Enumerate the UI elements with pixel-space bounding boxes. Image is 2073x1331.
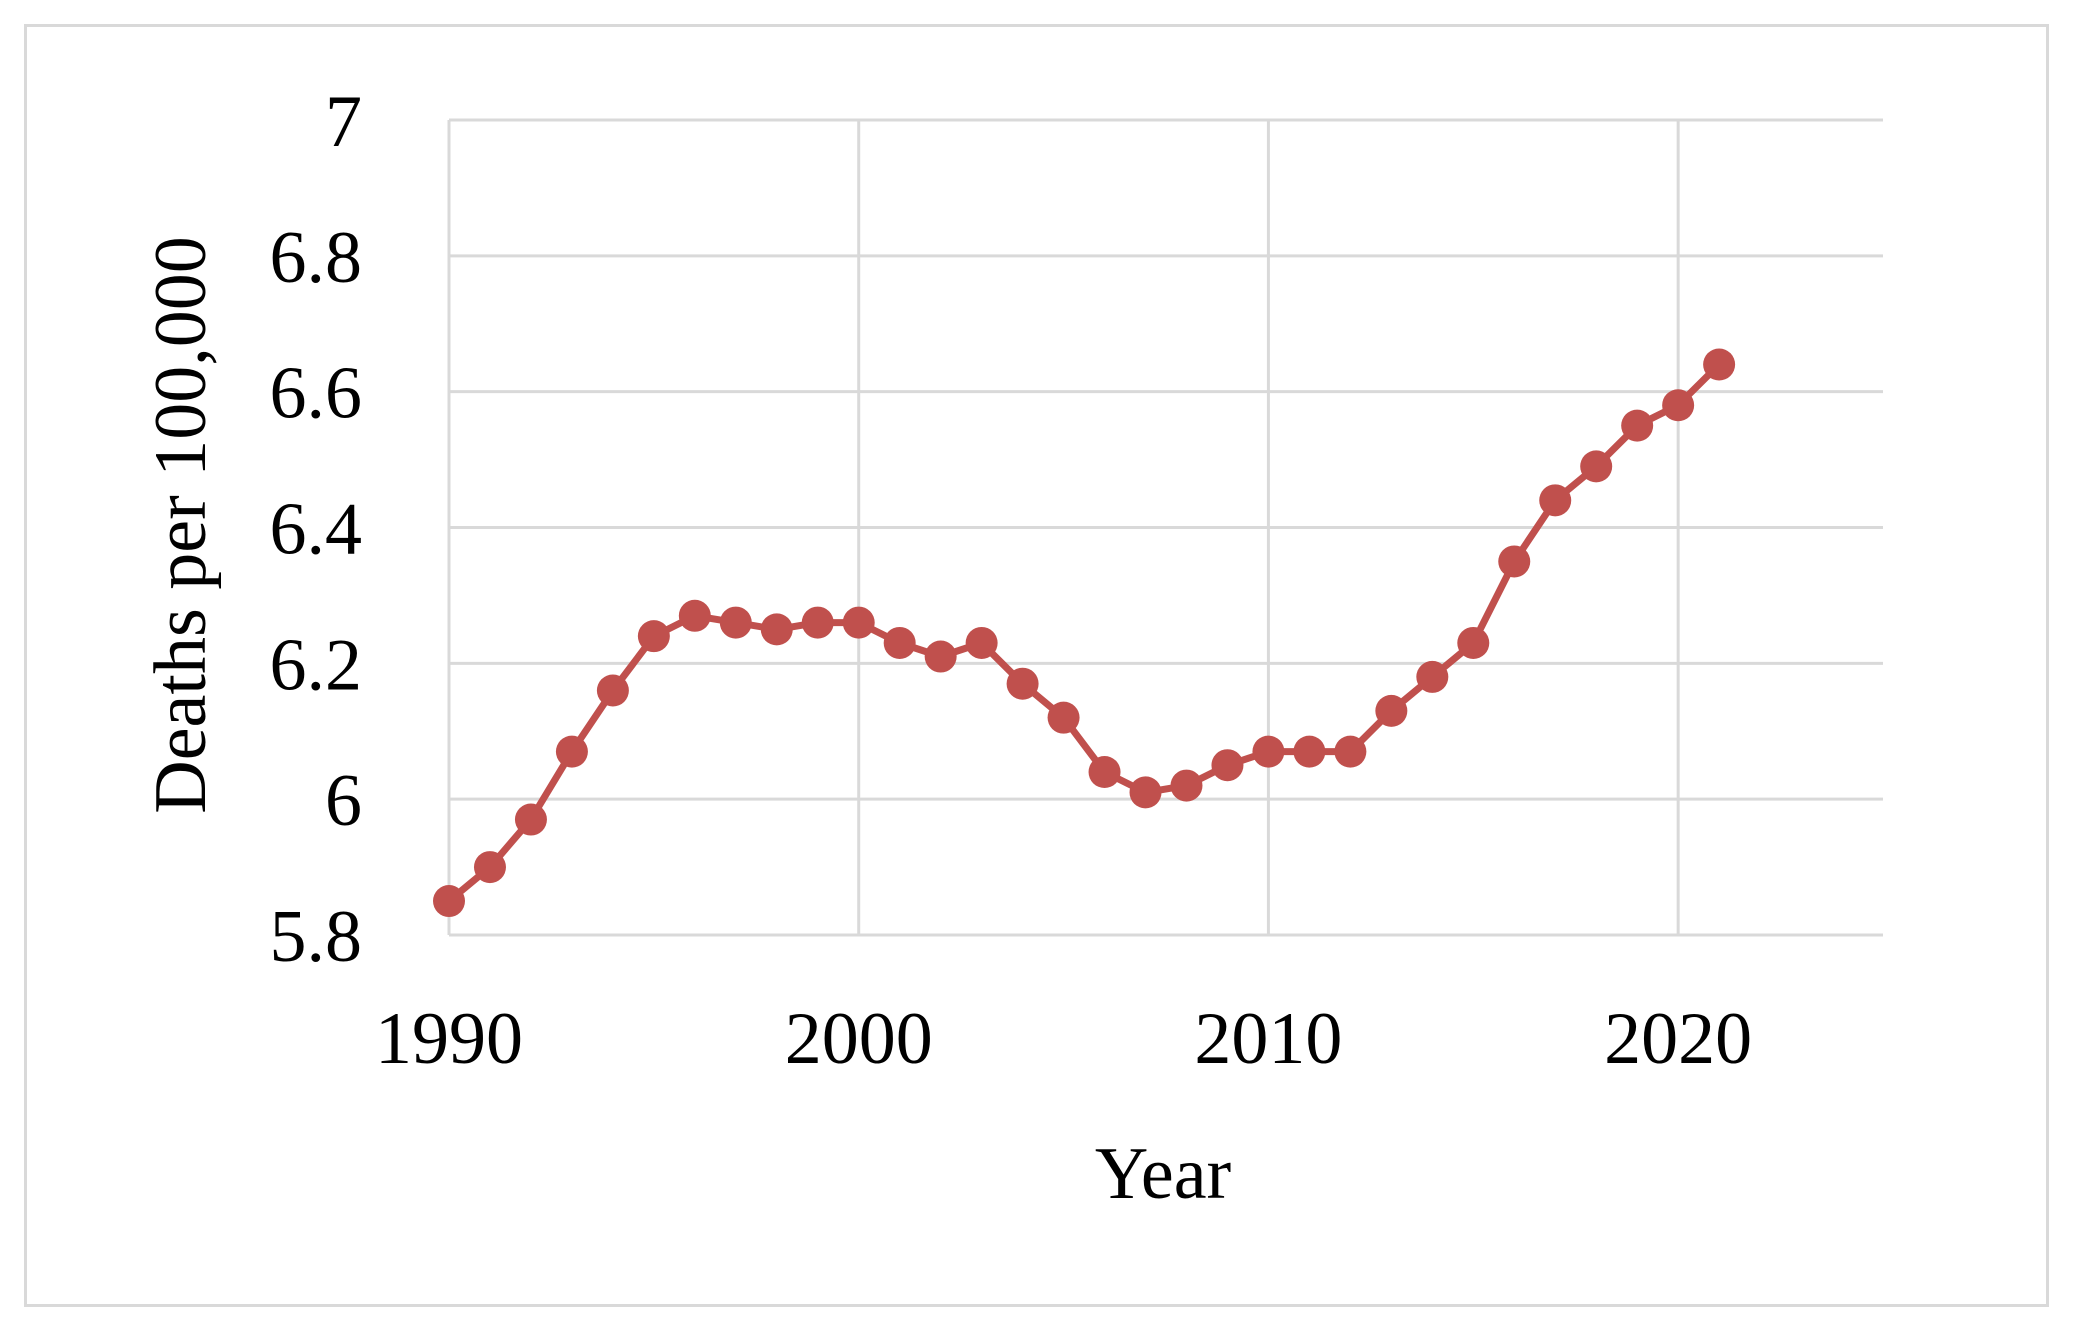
data-point <box>760 613 793 646</box>
data-point <box>433 885 465 918</box>
series-points <box>433 348 1736 918</box>
x-axis-tick-labels: 1990 2000 2010 2020 <box>375 998 1752 1080</box>
data-point <box>555 735 588 768</box>
data-point <box>1416 660 1449 693</box>
y-tick-label: 6.8 <box>270 217 363 299</box>
data-point <box>1252 735 1285 768</box>
x-tick-label: 2020 <box>1604 998 1752 1080</box>
y-tick-label: 5.8 <box>270 896 363 978</box>
data-point <box>924 640 957 673</box>
data-point <box>1457 626 1490 659</box>
data-point <box>1498 545 1531 578</box>
data-point <box>1211 749 1244 782</box>
data-point <box>1047 701 1080 734</box>
y-tick-label: 6.2 <box>270 624 363 706</box>
data-point <box>596 674 629 707</box>
data-point <box>1539 484 1572 517</box>
data-point <box>1129 776 1162 809</box>
data-point <box>1375 694 1408 727</box>
data-point <box>1293 735 1326 768</box>
y-tick-label: 7 <box>325 81 362 163</box>
data-point <box>637 620 670 653</box>
data-point <box>473 851 506 884</box>
y-tick-label: 6.6 <box>270 353 363 435</box>
data-point <box>719 606 752 639</box>
chart-frame <box>24 24 2049 1307</box>
y-tick-label: 6 <box>325 760 362 842</box>
x-tick-label: 2000 <box>785 998 933 1080</box>
data-point <box>842 606 875 639</box>
data-point <box>1334 735 1367 768</box>
y-tick-label: 6.4 <box>270 489 363 571</box>
data-point <box>514 803 547 836</box>
data-point <box>678 599 711 632</box>
x-tick-label: 2010 <box>1194 998 1342 1080</box>
data-point <box>1662 389 1695 422</box>
gridlines <box>447 118 1883 937</box>
data-point <box>1170 769 1203 802</box>
y-axis-title: Deaths per 100,000 <box>140 236 222 813</box>
x-tick-label: 1990 <box>375 998 523 1080</box>
data-point <box>883 626 916 659</box>
data-point <box>1580 450 1613 483</box>
data-point <box>1703 348 1736 381</box>
data-point <box>1088 756 1121 788</box>
y-axis-tick-labels: 5.8 6 6.2 6.4 6.6 6.8 7 <box>270 81 363 978</box>
data-point <box>1621 409 1654 442</box>
data-point <box>801 606 834 639</box>
x-axis-title: Year <box>1095 1133 1231 1215</box>
data-point <box>1006 667 1039 700</box>
data-point <box>965 626 998 659</box>
